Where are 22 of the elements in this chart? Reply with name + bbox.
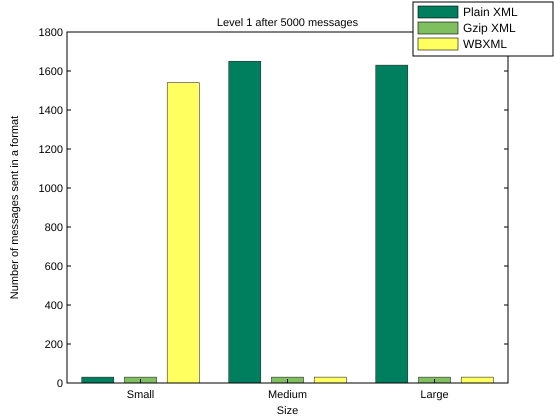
x-tick-label: Large [420, 389, 449, 401]
y-tick-label: 1400 [38, 104, 63, 117]
y-tick-label: 1800 [38, 26, 63, 39]
y-tick-label: 400 [44, 300, 63, 312]
y-tick-label: 0 [56, 378, 63, 390]
y-tick-label: 1200 [38, 144, 63, 156]
y-axis-title: Number of messages sent in a format [9, 116, 21, 300]
bar [228, 60, 262, 384]
legend-label: WBXML [463, 37, 508, 52]
bar [375, 64, 408, 384]
x-tick-label: Medium [268, 389, 308, 401]
x-axis-title: Size [276, 405, 298, 417]
y-tick-label: 1000 [38, 182, 63, 195]
legend-label: Gzip XML [463, 21, 516, 36]
bar [166, 82, 200, 384]
x-tick-label: Small [126, 389, 154, 401]
y-tick-label: 200 [44, 338, 63, 351]
legend-label: Plain XML [463, 5, 518, 20]
y-tick-label: 600 [44, 260, 63, 273]
y-tick-label: 1600 [38, 66, 63, 78]
chart-title: Level 1 after 5000 messages [216, 17, 359, 29]
y-tick-label: 800 [44, 222, 63, 234]
